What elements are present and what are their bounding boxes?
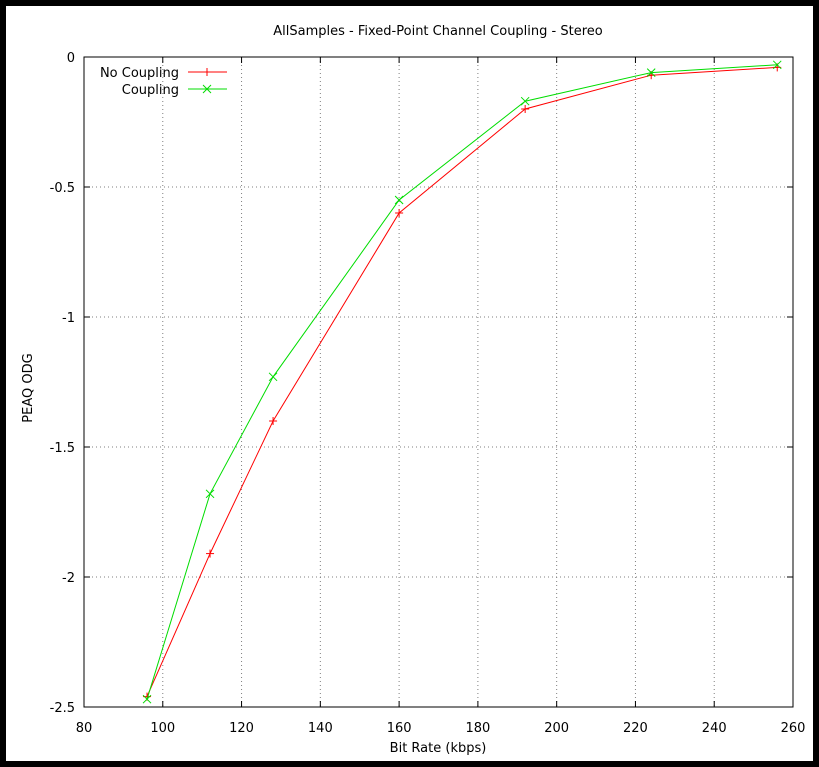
legend-marker-coupling [202,84,212,94]
x-tick-label: 120 [229,721,254,736]
data-point-no-coupling [206,549,215,558]
legend-marker-no-coupling [203,68,211,76]
plot-area-border [83,56,794,708]
data-point-coupling [142,694,152,704]
y-tick-label: 0 [67,51,75,66]
x-axis-title: Bit Rate (kbps) [390,741,487,756]
data-point-no-coupling [269,417,278,425]
x-tick-label: 260 [781,721,806,736]
x-tick-label: 100 [150,721,175,736]
legend-label-coupling: Coupling [122,83,179,98]
y-tick-label: -1.5 [50,441,75,456]
data-point-coupling [205,489,215,499]
axis-ticks: 80 100 120 140 160 180 200 220 240 260 0 -0.5 -1 -1.5… [50,51,806,736]
legend: No Coupling Coupling [100,66,227,98]
data-point-coupling [394,195,404,205]
x-tick-label: 200 [544,721,569,736]
x-tick-label: 140 [308,721,333,736]
data-point-no-coupling [395,209,404,217]
y-tick-label: -0.5 [50,181,75,196]
y-tick-label: -2.5 [50,701,75,716]
data-point-coupling [772,60,782,70]
x-tick-label: 80 [76,721,93,736]
y-axis-title: PEAQ ODG [21,353,36,422]
chart-frame: AllSamples - Fixed-Point Channel Couplin… [6,6,813,761]
x-tick-label: 160 [387,721,412,736]
x-tick-label: 180 [465,721,490,736]
series-layer [142,60,782,704]
chart-title: AllSamples - Fixed-Point Channel Couplin… [273,24,602,39]
y-tick-label: -2 [62,571,75,586]
x-tick-label: 240 [702,721,727,736]
data-point-coupling [520,96,530,106]
data-point-coupling [268,372,278,382]
grid [84,57,793,707]
x-tick-label: 220 [623,721,648,736]
data-point-no-coupling [521,105,530,113]
line-chart: AllSamples - Fixed-Point Channel Couplin… [21,24,806,756]
legend-label-no-coupling: No Coupling [100,66,179,81]
data-point-coupling [646,68,656,77]
y-tick-label: -1 [62,311,75,326]
